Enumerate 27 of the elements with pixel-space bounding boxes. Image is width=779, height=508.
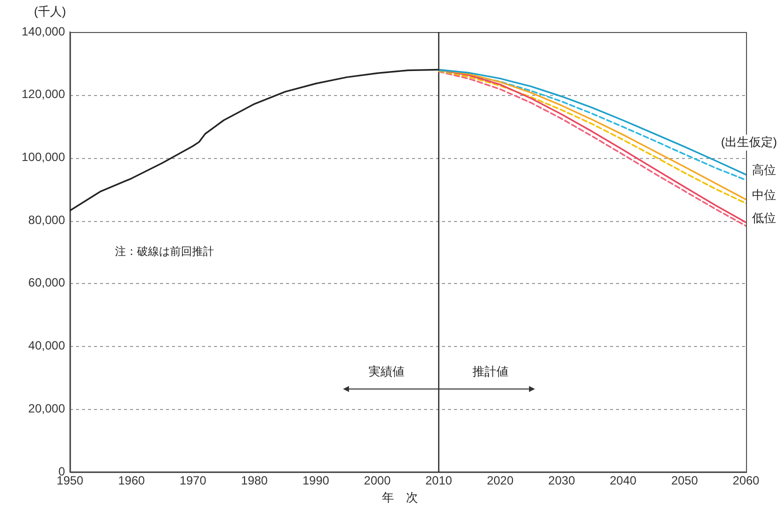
legend-title: (出生仮定) [721,135,777,149]
annotation: 実績値 [368,364,405,378]
x-tick-label: 2000 [364,474,391,488]
series-label: 中位 [752,188,776,202]
series-label: 高位 [752,163,776,177]
series-label: 低位 [752,210,776,225]
x-tick-label: 1990 [302,474,330,488]
y-tick-label: 80,000 [28,212,66,227]
y-tick-label: 40,000 [28,338,66,353]
x-tick-label: 2030 [548,474,576,488]
y-tick-label: 100,000 [22,150,66,164]
x-tick-label: 1960 [118,474,146,488]
x-tick-label: 1970 [180,474,207,488]
x-tick-label: 2040 [610,474,637,488]
y-tick-label: 140,000 [22,24,66,38]
y-tick-label: 20,000 [28,401,66,416]
x-tick-label: 2020 [486,474,514,488]
annotation: 推計値 [472,364,509,378]
x-axis-title: 年 次 [382,490,418,504]
y-tick-label: 60,000 [28,276,66,290]
x-tick-label: 2050 [671,474,698,488]
y-axis-title: (千人) [34,4,66,18]
annotation: 注：破線は前回推計 [115,245,214,258]
x-tick-label: 1980 [241,474,268,488]
x-tick-label: 2060 [732,474,760,488]
y-tick-label: 120,000 [22,87,66,102]
x-tick-label: 2010 [425,474,452,488]
